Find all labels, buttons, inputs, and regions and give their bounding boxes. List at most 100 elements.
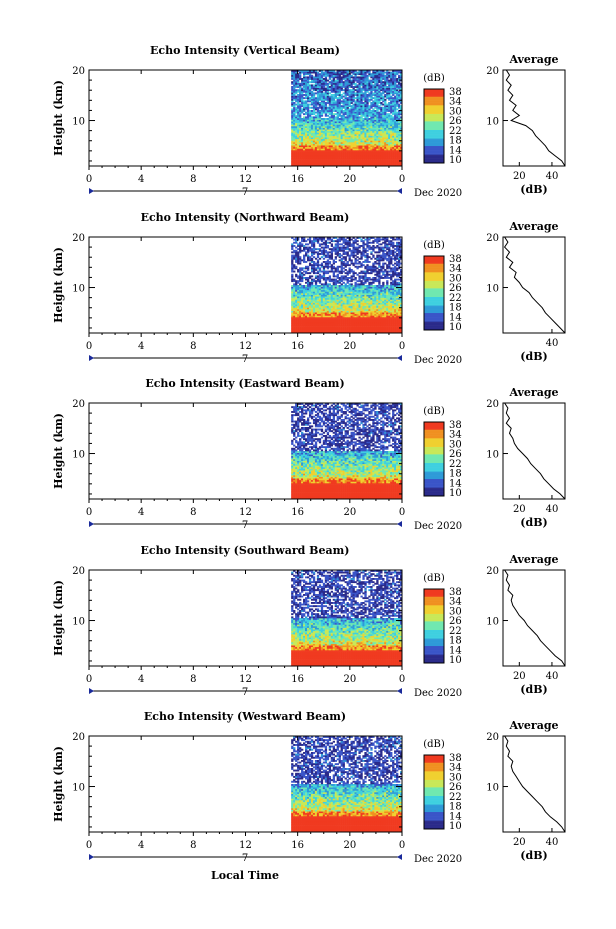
heatmap-cell <box>396 162 399 165</box>
heatmap-cell <box>334 90 337 93</box>
heatmap-cell <box>324 146 328 149</box>
heatmap-cell <box>360 329 363 332</box>
heatmap-cell <box>354 126 357 128</box>
heatmap-cell <box>370 74 373 77</box>
heatmap-cell <box>293 130 296 133</box>
heatmap-cell <box>314 111 318 114</box>
heatmap-cell <box>358 156 361 159</box>
heatmap-cell <box>396 315 399 318</box>
heatmap-cell <box>310 331 314 334</box>
heatmap-cell <box>295 97 298 100</box>
heatmap-cell <box>372 142 375 144</box>
heatmap-cell <box>330 293 334 295</box>
heatmap-cell <box>293 108 296 111</box>
heatmap-cell <box>303 86 306 88</box>
heatmap-cell <box>305 164 308 167</box>
heatmap-cell <box>336 126 339 128</box>
heatmap-cell <box>384 137 387 140</box>
heatmap-cell <box>332 119 335 122</box>
heatmap-cell <box>342 73 345 76</box>
heatmap-cell <box>386 127 389 130</box>
heatmap-cell <box>362 102 365 104</box>
heatmap-cell <box>360 114 363 117</box>
heatmap-cell <box>372 320 375 323</box>
heatmap-cell <box>360 296 363 299</box>
heatmap-cell <box>398 164 401 167</box>
heatmap-cell <box>344 323 347 326</box>
colorbar-segment <box>424 93 444 96</box>
heatmap-cell <box>372 309 375 311</box>
heatmap-cell <box>376 307 379 310</box>
heatmap-cell <box>368 154 371 157</box>
heatmap-cell <box>366 121 369 124</box>
heatmap-cell <box>291 122 294 125</box>
heatmap-cell <box>312 108 316 111</box>
heatmap-cell <box>332 70 335 72</box>
heatmap-cell <box>336 297 339 300</box>
heatmap-cell <box>316 137 320 140</box>
heatmap-cell <box>310 304 314 307</box>
heatmap-cell <box>374 105 377 108</box>
heatmap-cell <box>336 315 339 318</box>
heatmap-cell <box>314 154 318 157</box>
heatmap-cell <box>326 111 330 114</box>
heatmap-cell <box>291 285 294 287</box>
heatmap-cell <box>358 137 361 140</box>
heatmap-cell <box>392 92 395 95</box>
heatmap-cell <box>392 162 395 165</box>
heatmap-cell <box>358 294 361 297</box>
heatmap-cell <box>388 114 391 117</box>
heatmap-cell <box>346 302 349 305</box>
heatmap-cell <box>328 89 332 92</box>
heatmap-cell <box>330 310 334 313</box>
heatmap-cell <box>378 143 381 146</box>
heatmap-cell <box>352 309 355 311</box>
heatmap-cell <box>338 317 341 319</box>
heatmap-cell <box>368 161 371 164</box>
heatmap-cell <box>388 323 391 326</box>
heatmap-cell <box>318 111 322 114</box>
heatmap-cell <box>293 288 296 291</box>
heatmap-cell <box>328 97 332 100</box>
heatmap-cell <box>305 81 308 84</box>
heatmap-cell <box>356 305 359 308</box>
heatmap-cell <box>366 161 369 164</box>
heatmap-cell <box>336 164 339 167</box>
heatmap-cell <box>340 150 343 152</box>
heatmap-cell <box>306 106 310 109</box>
heatmap-cell <box>400 313 403 316</box>
heatmap-cell <box>378 145 381 148</box>
heatmap-cell <box>299 153 302 156</box>
heatmap-cell <box>378 305 381 308</box>
heatmap-cell <box>400 315 403 318</box>
heatmap-cell <box>350 285 353 287</box>
heatmap-cell <box>324 135 328 138</box>
heatmap-cell <box>299 154 302 157</box>
heatmap-cell <box>376 111 379 114</box>
heatmap-cell <box>376 159 379 162</box>
heatmap-cell <box>312 164 316 167</box>
heatmap-cell <box>334 312 337 315</box>
heatmap-cell <box>378 142 381 144</box>
heatmap-cell <box>340 307 343 310</box>
heatmap-cell <box>352 161 355 164</box>
heatmap-cell <box>364 296 367 299</box>
heatmap-cell <box>316 100 320 103</box>
heatmap-cell <box>368 142 371 144</box>
heatmap-cell <box>354 296 357 299</box>
heatmap-cell <box>328 320 332 323</box>
heatmap-cell <box>340 315 343 318</box>
heatmap-cell <box>344 161 347 164</box>
heatmap-cell <box>370 294 373 297</box>
heatmap-cell <box>394 71 397 74</box>
heatmap-cell <box>382 145 385 148</box>
heatmap-cell <box>334 286 337 289</box>
heatmap-cell <box>388 137 391 140</box>
heatmap-cell <box>394 90 397 93</box>
heatmap-cell <box>378 285 381 287</box>
heatmap-cell <box>368 92 371 95</box>
heatmap-cell <box>376 291 379 294</box>
heatmap-cell <box>306 301 310 303</box>
heatmap-cell <box>390 320 393 323</box>
heatmap-cell <box>388 138 391 141</box>
